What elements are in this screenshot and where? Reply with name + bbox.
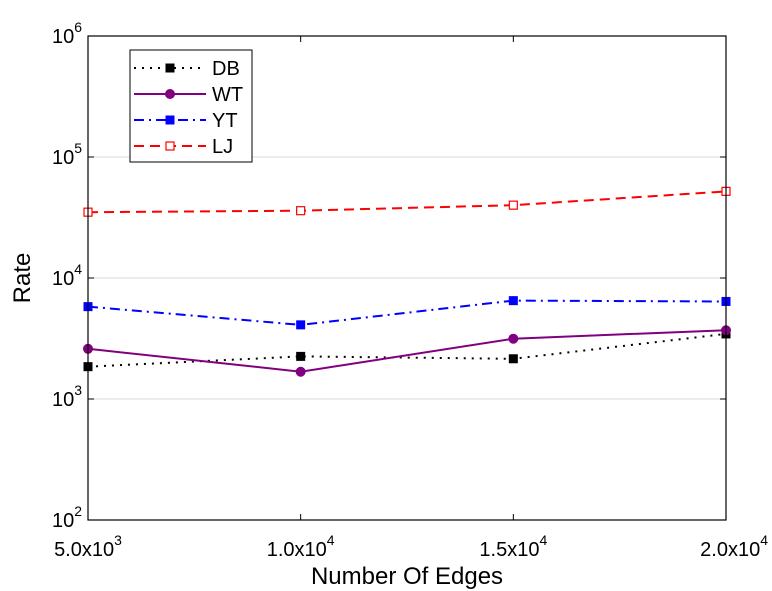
x-axis-title: Number Of Edges xyxy=(311,563,503,590)
y-tick-label: 104 xyxy=(52,261,82,290)
series-line-lj xyxy=(87,190,727,214)
series-lj xyxy=(83,186,731,217)
y-tick-label: 105 xyxy=(52,140,82,169)
y-axis-title: Rate xyxy=(9,253,36,304)
series-layer xyxy=(83,186,731,377)
y-tick-label: 103 xyxy=(52,382,82,411)
legend-label: WT xyxy=(212,84,243,106)
data-point-yt xyxy=(508,296,518,306)
legend-item-yt: YT xyxy=(134,110,238,132)
data-point-wt xyxy=(508,333,519,344)
legend-item-lj: LJ xyxy=(134,136,233,158)
legend-marker xyxy=(165,141,175,151)
x-tick-label: 5.0x103 xyxy=(54,532,122,561)
y-tick-label: 102 xyxy=(52,503,82,532)
series-yt xyxy=(83,296,731,330)
series-line-wt xyxy=(87,329,727,373)
series-wt xyxy=(83,325,731,377)
data-point-yt xyxy=(296,320,306,330)
x-tick-label: 2.0x104 xyxy=(700,532,768,561)
data-point-db xyxy=(508,354,518,364)
legend: DB WT YT LJ xyxy=(129,49,253,163)
data-point-lj xyxy=(508,200,518,210)
legend-label: LJ xyxy=(212,136,233,158)
x-tick-label: 1.5x104 xyxy=(479,532,547,561)
data-point-db xyxy=(296,351,306,361)
grid-layer xyxy=(88,156,726,400)
legend-marker xyxy=(165,89,175,99)
series-line-yt xyxy=(87,299,727,326)
legend-label: DB xyxy=(212,58,240,80)
data-point-lj xyxy=(296,206,306,216)
legend-marker xyxy=(165,63,175,73)
y-tick-label: 106 xyxy=(52,19,82,48)
legend-marker xyxy=(165,115,175,125)
legend-item-wt: WT xyxy=(134,84,243,106)
legend-label: YT xyxy=(212,110,238,132)
series-db xyxy=(83,329,731,372)
x-tick-label: 1.0x104 xyxy=(267,532,335,561)
axis-layer: 102 103 104 105 106 5.0x103 1.0x104 1.5x104 2.0x… xyxy=(52,19,768,561)
data-point-wt xyxy=(295,366,306,377)
legend-item-db: DB xyxy=(134,58,240,80)
series-line-db xyxy=(87,332,727,368)
